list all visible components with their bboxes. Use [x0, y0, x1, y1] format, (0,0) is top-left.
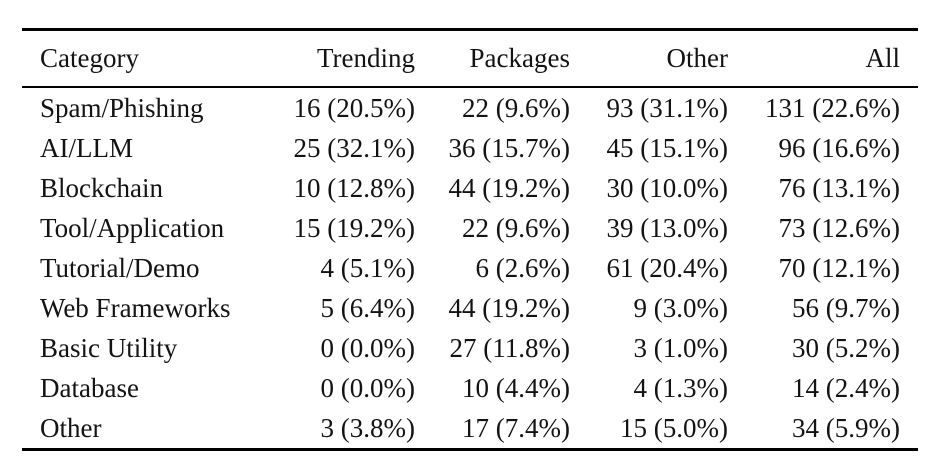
- all-cell: 56 (9.7%): [792, 292, 900, 323]
- category-distribution-table: Category Trending Packages Other All Spa…: [22, 28, 918, 451]
- trending-cell: 15 (19.2%): [293, 212, 415, 243]
- column-header-all: All: [865, 43, 900, 73]
- packages-cell: 44 (19.2%): [448, 292, 570, 323]
- packages-cell: 44 (19.2%): [448, 172, 570, 203]
- other-cell: 61 (20.4%): [606, 252, 728, 283]
- all-cell: 34 (5.9%): [792, 412, 900, 443]
- all-cell: 131 (22.6%): [765, 92, 900, 123]
- packages-cell: 27 (11.8%): [449, 332, 570, 363]
- packages-cell: 17 (7.4%): [462, 412, 570, 443]
- category-cell: Blockchain: [40, 172, 163, 203]
- other-cell: 15 (5.0%): [620, 412, 728, 443]
- category-cell: Tutorial/Demo: [40, 252, 200, 283]
- packages-cell: 22 (9.6%): [462, 92, 570, 123]
- column-header-category: Category: [40, 43, 139, 73]
- table-row: Other 3 (3.8%) 17 (7.4%) 15 (5.0%) 34 (5…: [22, 408, 918, 450]
- trending-cell: 3 (3.8%): [320, 412, 415, 443]
- packages-cell: 10 (4.4%): [462, 372, 570, 403]
- category-cell: Other: [40, 412, 102, 443]
- other-cell: 93 (31.1%): [606, 92, 728, 123]
- all-cell: 96 (16.6%): [778, 132, 900, 163]
- packages-cell: 36 (15.7%): [448, 132, 570, 163]
- table-row: Basic Utility 0 (0.0%) 27 (11.8%) 3 (1.0…: [22, 328, 918, 368]
- trending-cell: 5 (6.4%): [320, 292, 415, 323]
- table-row: Tutorial/Demo 4 (5.1%) 6 (2.6%) 61 (20.4…: [22, 248, 918, 288]
- other-cell: 39 (13.0%): [606, 212, 728, 243]
- all-cell: 14 (2.4%): [792, 372, 900, 403]
- table-row: Tool/Application 15 (19.2%) 22 (9.6%) 39…: [22, 208, 918, 248]
- table-row: Web Frameworks 5 (6.4%) 44 (19.2%) 9 (3.…: [22, 288, 918, 328]
- table-row: Spam/Phishing 16 (20.5%) 22 (9.6%) 93 (3…: [22, 87, 918, 128]
- category-cell: Database: [40, 372, 139, 403]
- all-cell: 70 (12.1%): [778, 252, 900, 283]
- other-cell: 9 (3.0%): [633, 292, 728, 323]
- table-row: Blockchain 10 (12.8%) 44 (19.2%) 30 (10.…: [22, 168, 918, 208]
- trending-cell: 16 (20.5%): [293, 92, 415, 123]
- other-cell: 4 (1.3%): [633, 372, 728, 403]
- category-cell: Basic Utility: [40, 332, 178, 363]
- category-cell: Web Frameworks: [40, 292, 231, 323]
- column-header-other: Other: [666, 43, 728, 73]
- trending-cell: 10 (12.8%): [293, 172, 415, 203]
- table-row: AI/LLM 25 (32.1%) 36 (15.7%) 45 (15.1%) …: [22, 128, 918, 168]
- category-distribution-table-wrap: Category Trending Packages Other All Spa…: [22, 28, 918, 451]
- table-body: Spam/Phishing 16 (20.5%) 22 (9.6%) 93 (3…: [22, 87, 918, 450]
- all-cell: 76 (13.1%): [778, 172, 900, 203]
- all-cell: 30 (5.2%): [792, 332, 900, 363]
- trending-cell: 0 (0.0%): [320, 332, 415, 363]
- trending-cell: 4 (5.1%): [320, 252, 415, 283]
- all-cell: 73 (12.6%): [778, 212, 900, 243]
- trending-cell: 0 (0.0%): [320, 372, 415, 403]
- category-cell: AI/LLM: [40, 132, 133, 163]
- column-header-packages: Packages: [469, 43, 570, 73]
- table-row: Database 0 (0.0%) 10 (4.4%) 4 (1.3%) 14 …: [22, 368, 918, 408]
- category-cell: Spam/Phishing: [40, 92, 204, 123]
- packages-cell: 22 (9.6%): [462, 212, 570, 243]
- packages-cell: 6 (2.6%): [475, 252, 570, 283]
- category-cell: Tool/Application: [40, 212, 225, 243]
- header-row: Category Trending Packages Other All: [22, 29, 918, 87]
- trending-cell: 25 (32.1%): [293, 132, 415, 163]
- other-cell: 45 (15.1%): [606, 132, 728, 163]
- other-cell: 3 (1.0%): [633, 332, 728, 363]
- column-header-trending: Trending: [316, 43, 415, 73]
- other-cell: 30 (10.0%): [606, 172, 728, 203]
